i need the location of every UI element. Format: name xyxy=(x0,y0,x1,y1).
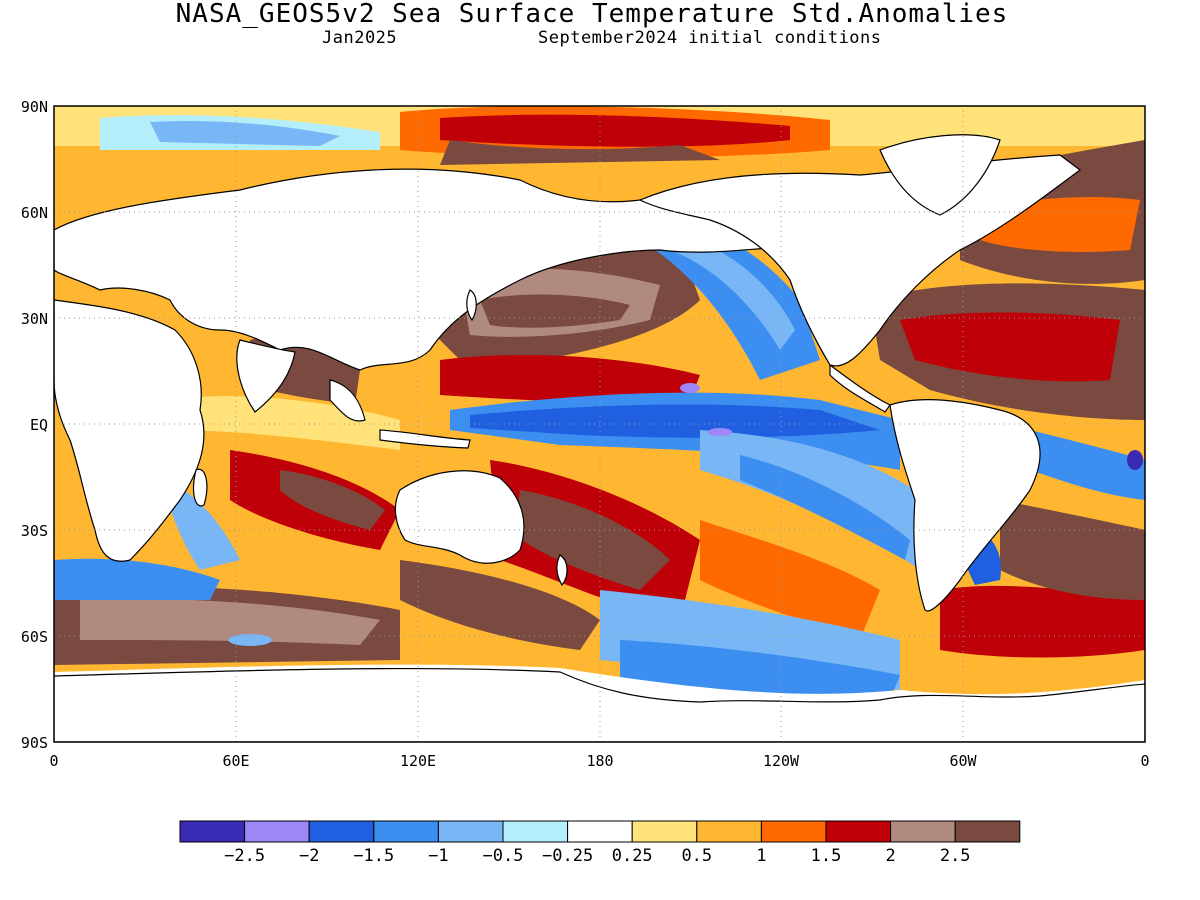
colorbar-swatch xyxy=(308,820,375,843)
gridlines xyxy=(54,106,1145,742)
map-frame xyxy=(53,105,1146,743)
colorbar-label: −1.5 xyxy=(353,846,394,866)
longitude-labels: 0 60E 120E 180 120W 60W 0 xyxy=(49,752,1149,770)
lat-label: 90S xyxy=(21,734,48,752)
colorbar: −2.5 −2 −1.5 −1 −0.5 −0.25 0.25 0.5 1 1.5 2 2.5 xyxy=(179,820,1021,866)
lat-label: 30N xyxy=(21,310,48,328)
lat-label: 60N xyxy=(21,204,48,222)
colorbar-label: 0.5 xyxy=(681,846,712,866)
sst-anomaly-map: 90N 60N 30N EQ 30S 60S 90S 0 60E 120E 18… xyxy=(21,98,1150,770)
lon-label: 60E xyxy=(222,752,249,770)
colorbar-labels: −2.5 −2 −1.5 −1 −0.5 −0.25 0.25 0.5 1 1.5 2 2.5 xyxy=(224,846,970,866)
colorbar-swatch xyxy=(567,820,633,843)
colorbar-swatch xyxy=(954,820,1021,843)
latitude-labels: 90N 60N 30N EQ 30S 60S 90S xyxy=(21,98,48,752)
lon-label: 120E xyxy=(400,752,436,770)
colorbar-swatch xyxy=(825,820,892,843)
colorbar-swatch xyxy=(760,820,827,843)
land-masses xyxy=(54,134,1145,742)
lat-label: 60S xyxy=(21,628,48,646)
colorbar-swatch xyxy=(890,820,956,843)
init-conditions: September2024 initial conditions xyxy=(538,28,882,48)
lon-label: 60W xyxy=(949,752,977,770)
lat-label: 30S xyxy=(21,522,48,540)
chart-title: NASA_GEOS5v2 Sea Surface Temperature Std… xyxy=(175,0,1009,29)
lon-label: 180 xyxy=(586,752,613,770)
colorbar-swatch xyxy=(502,820,569,843)
lon-label: 0 xyxy=(1140,752,1149,770)
colorbar-label: −1 xyxy=(428,846,448,866)
colorbar-swatches xyxy=(179,820,1021,843)
colorbar-swatch xyxy=(437,820,504,843)
colorbar-swatch xyxy=(244,820,310,843)
colorbar-label: 1 xyxy=(756,846,766,866)
colorbar-swatch xyxy=(631,820,698,843)
colorbar-label: −0.5 xyxy=(483,846,524,866)
colorbar-swatch xyxy=(179,820,246,843)
lat-label: 90N xyxy=(21,98,48,116)
colorbar-label: 2.5 xyxy=(940,846,971,866)
colorbar-swatch xyxy=(373,820,439,843)
colorbar-label: 1.5 xyxy=(811,846,842,866)
colorbar-label: 0.25 xyxy=(612,846,653,866)
lat-label: EQ xyxy=(30,416,48,434)
lon-label: 120W xyxy=(763,752,800,770)
colorbar-label: −2 xyxy=(299,846,319,866)
lon-label: 0 xyxy=(49,752,58,770)
forecast-month: Jan2025 xyxy=(322,28,398,48)
colorbar-swatch xyxy=(696,820,762,843)
colorbar-label: 2 xyxy=(885,846,895,866)
colorbar-label: −0.25 xyxy=(542,846,593,866)
colorbar-label: −2.5 xyxy=(224,846,265,866)
